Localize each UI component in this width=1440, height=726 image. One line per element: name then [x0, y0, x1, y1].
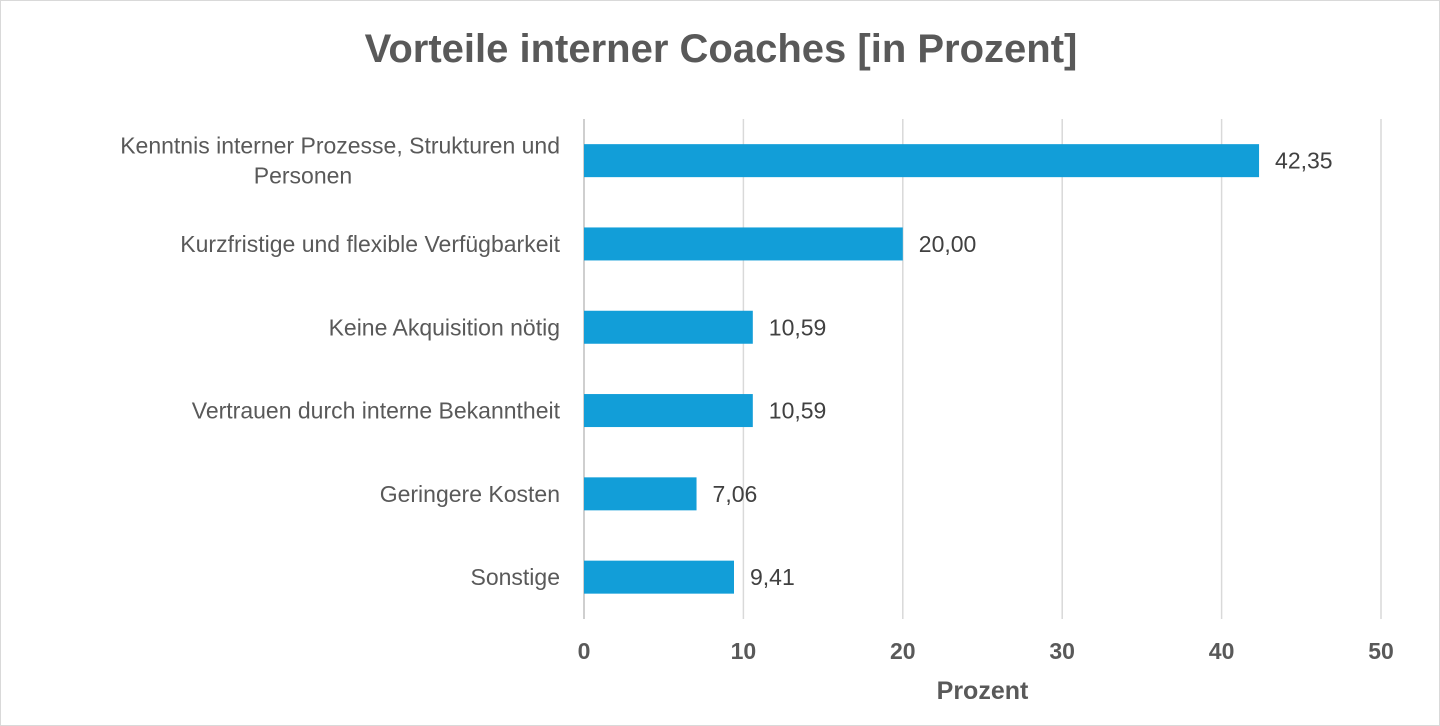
x-tick-label: 20	[890, 638, 916, 664]
data-label: 7,06	[713, 481, 758, 507]
data-label: 42,35	[1275, 148, 1333, 174]
x-tick-label: 50	[1368, 638, 1394, 664]
bar	[584, 560, 734, 594]
data-label: 10,59	[769, 314, 827, 340]
data-label: 10,59	[769, 398, 827, 424]
x-tick-label: 40	[1209, 638, 1235, 664]
category-label: Geringere Kosten	[380, 481, 560, 507]
x-tick-label: 10	[731, 638, 757, 664]
category-label: Vertrauen durch interne Bekanntheit	[192, 398, 561, 424]
data-label: 9,41	[750, 564, 795, 590]
category-label: Kenntnis interner Prozesse, Strukturen u…	[120, 133, 560, 159]
bar	[584, 310, 753, 344]
bar	[584, 477, 697, 511]
chart-title: Vorteile interner Coaches [in Prozent]	[364, 27, 1078, 71]
data-label: 20,00	[919, 231, 977, 257]
category-label: Keine Akquisition nötig	[329, 314, 560, 340]
x-axis-title: Prozent	[936, 677, 1029, 705]
bar	[584, 227, 903, 261]
bar	[584, 394, 753, 428]
category-label: Kurzfristige und flexible Verfügbarkeit	[180, 231, 560, 257]
category-label: Sonstige	[470, 564, 560, 590]
bar	[584, 144, 1260, 178]
x-tick-label: 0	[578, 638, 591, 664]
category-label: Personen	[254, 163, 352, 189]
x-tick-label: 30	[1049, 638, 1075, 664]
